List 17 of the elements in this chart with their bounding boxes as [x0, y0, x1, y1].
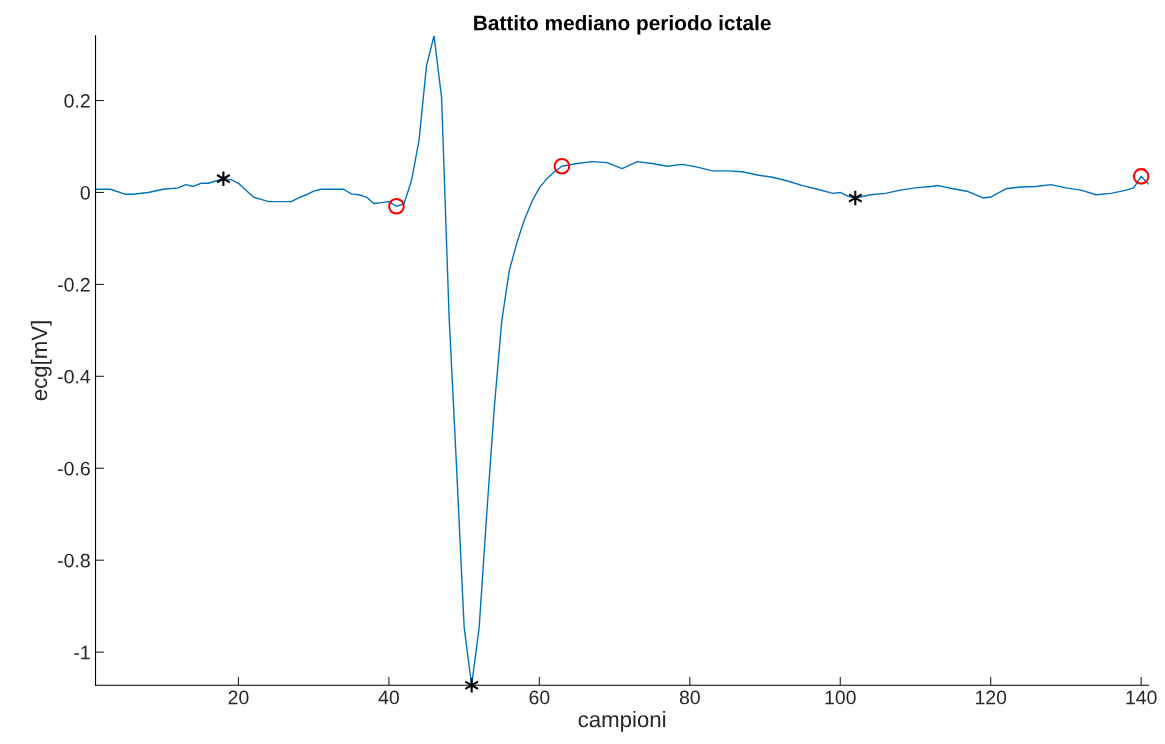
y-tick-label: -1: [74, 645, 90, 660]
y-tick-label: -0.2: [58, 277, 90, 292]
x-tick-label: 40: [378, 690, 399, 705]
y-tick-label: 0: [80, 185, 90, 200]
chart-title: Battito mediano periodo ictale: [474, 15, 771, 35]
x-tick-label: 120: [975, 690, 1007, 705]
x-tick-label: 80: [679, 690, 700, 705]
y-tick-label: 0.2: [64, 93, 90, 108]
y-axis-title: ecg[mV]: [30, 321, 52, 401]
x-tick-label: 20: [228, 690, 249, 705]
y-tick-label: -0.4: [58, 369, 91, 384]
x-tick-label: 140: [1126, 690, 1157, 705]
y-tick-label: -0.8: [58, 553, 90, 568]
x-axis-title: campioni: [578, 710, 666, 732]
y-tick-label: -0.6: [58, 461, 90, 476]
x-tick-label: 100: [825, 690, 856, 705]
x-tick-label: 60: [529, 690, 550, 705]
